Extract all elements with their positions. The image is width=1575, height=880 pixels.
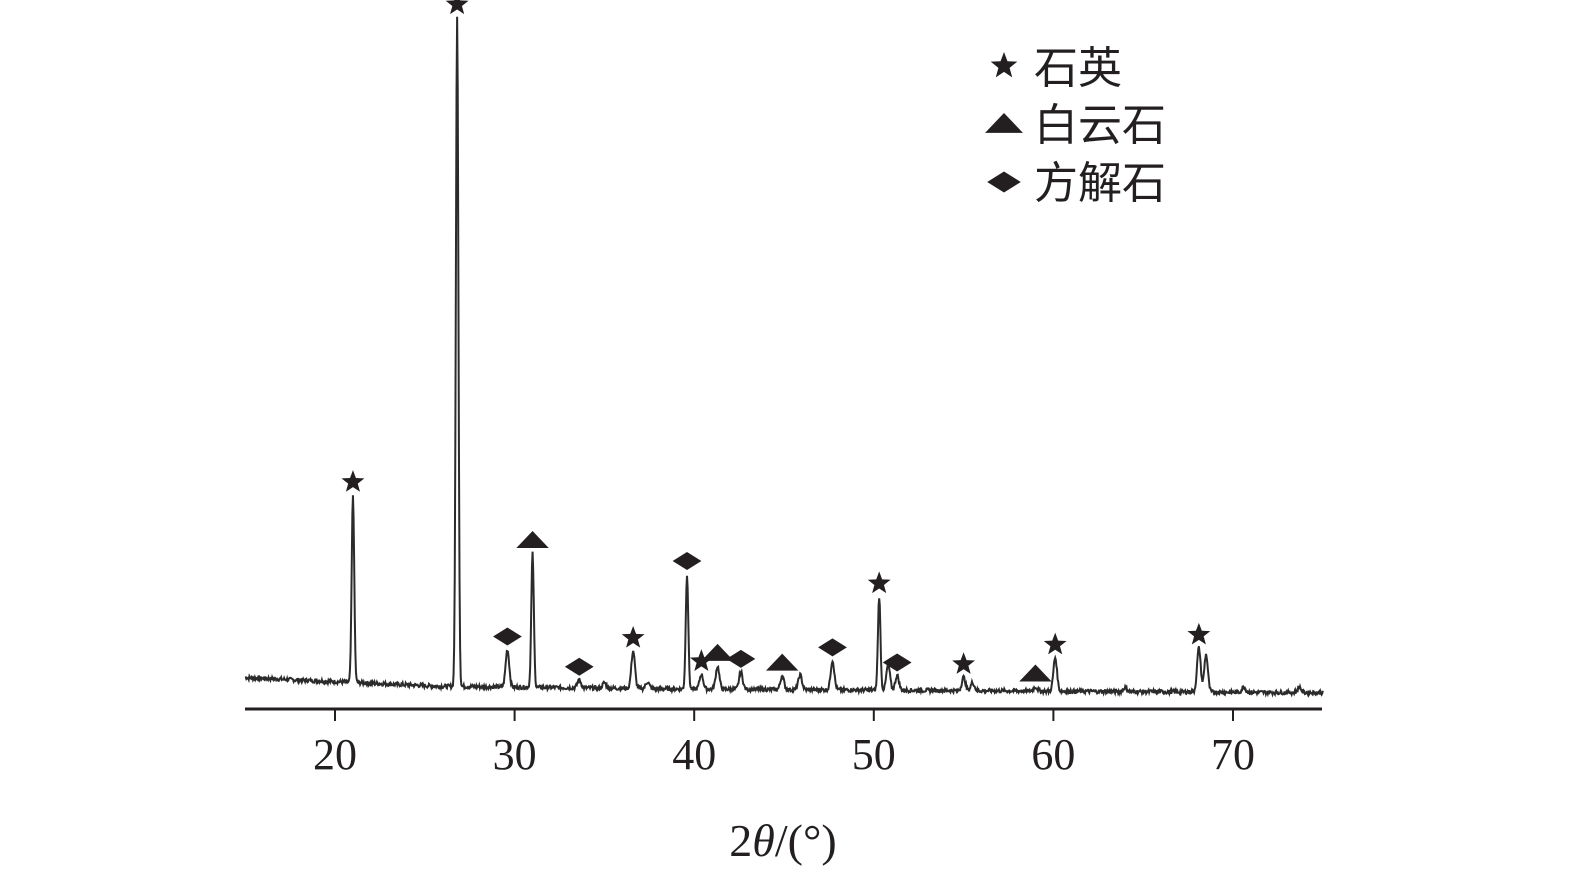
legend-diamond-icon: [987, 171, 1021, 193]
calcite-diamond-marker: [672, 551, 702, 570]
x-tick-label: 50: [852, 730, 896, 779]
x-axis-title-symbol: θ: [752, 815, 775, 866]
dolomite-triangle-marker: [1019, 664, 1052, 682]
dolomite-triangle-marker: [701, 643, 734, 661]
calcite-diamond-marker: [987, 171, 1021, 193]
quartz-star-marker: [689, 649, 713, 671]
quartz-star-marker: [445, 0, 469, 15]
x-axis-title: 2θ/(°): [729, 815, 836, 866]
legend: 石英 白云石 方解石: [985, 43, 1166, 209]
legend-star-icon: [990, 52, 1018, 78]
legend-item-quartz: 石英: [990, 43, 1122, 94]
dolomite-triangle-marker: [985, 112, 1023, 133]
legend-label-dolomite: 白云石: [1034, 100, 1166, 151]
x-axis-ticks: 20 30 40 50 60 70: [313, 709, 1255, 779]
peak-markers: [341, 0, 1211, 682]
quartz-star-marker: [952, 652, 976, 674]
x-tick-label: 40: [672, 730, 716, 779]
x-tick-label: 20: [313, 730, 357, 779]
x-tick-label: 70: [1211, 730, 1255, 779]
quartz-star-marker: [990, 52, 1018, 78]
quartz-star-marker: [867, 571, 891, 594]
quartz-star-marker: [341, 470, 365, 492]
legend-triangle-icon: [985, 112, 1023, 133]
x-axis-title-prefix: 2: [729, 815, 752, 866]
calcite-diamond-marker: [564, 657, 594, 676]
x-tick-label: 60: [1031, 730, 1075, 779]
legend-label-calcite: 方解石: [1034, 158, 1166, 209]
x-axis-title-unit: /(°): [775, 815, 837, 866]
quartz-star-marker: [1187, 622, 1211, 645]
calcite-diamond-marker: [493, 627, 522, 646]
x-tick-label: 30: [493, 730, 537, 779]
legend-label-quartz: 石英: [1034, 43, 1122, 94]
plot-area: [244, 16, 1324, 698]
quartz-star-marker: [1043, 632, 1067, 655]
dolomite-triangle-marker: [516, 531, 549, 549]
legend-item-calcite: 方解石: [987, 158, 1166, 209]
calcite-diamond-marker: [882, 653, 912, 672]
legend-item-dolomite: 白云石: [985, 100, 1166, 151]
quartz-star-marker: [621, 625, 645, 648]
xrd-pattern-line: [244, 16, 1324, 698]
calcite-diamond-marker: [818, 638, 847, 657]
dolomite-triangle-marker: [766, 653, 799, 671]
calcite-diamond-marker: [726, 649, 756, 668]
